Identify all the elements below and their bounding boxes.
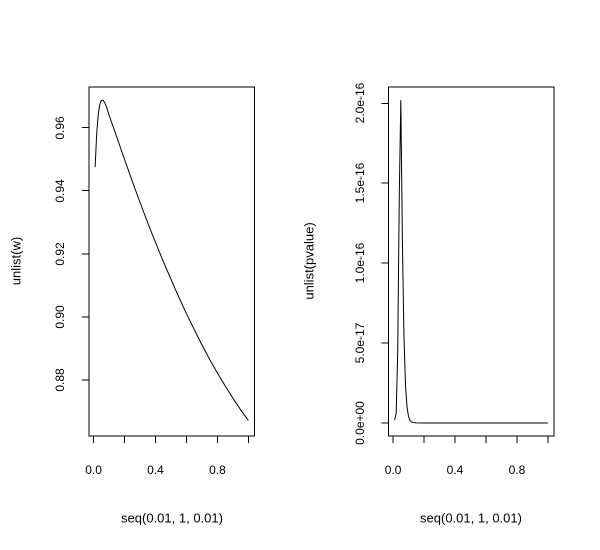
y-tick-label: 0.96 xyxy=(53,115,67,140)
y-tick-label: 0.0e+00 xyxy=(352,401,367,445)
x-tick-label: 0.0 xyxy=(85,463,102,477)
y-tick-label: 0.90 xyxy=(53,305,67,329)
curve-line xyxy=(394,100,548,424)
x-tick-label: 0.4 xyxy=(446,463,464,477)
x-tick-label: 0.8 xyxy=(508,463,526,477)
x-axis-title-right: seq(0.01, 1, 0.01) xyxy=(420,510,522,526)
y-tick-label: 5.0e-17 xyxy=(352,322,367,364)
plot-box xyxy=(388,86,555,437)
x-tick-label: 0.8 xyxy=(209,463,226,477)
y-tick-label: 0.92 xyxy=(53,242,67,266)
curve-line xyxy=(94,99,249,421)
plot-box xyxy=(88,86,255,437)
y-tick-label: 0.94 xyxy=(53,179,67,203)
y-tick-label: 0.88 xyxy=(53,368,67,392)
x-axis-title-left: seq(0.01, 1, 0.01) xyxy=(121,510,223,526)
y-axis-title-left: unlist(w) xyxy=(8,236,24,286)
y-axis-title-right: unlist(pvalue) xyxy=(301,222,317,300)
y-tick-label: 1.0e-16 xyxy=(352,242,367,284)
x-tick-label: 0.0 xyxy=(384,463,402,477)
y-tick-label: 2.0e-16 xyxy=(352,82,367,124)
y-tick-label: 1.5e-16 xyxy=(352,162,367,204)
x-tick-label: 0.4 xyxy=(147,463,164,477)
